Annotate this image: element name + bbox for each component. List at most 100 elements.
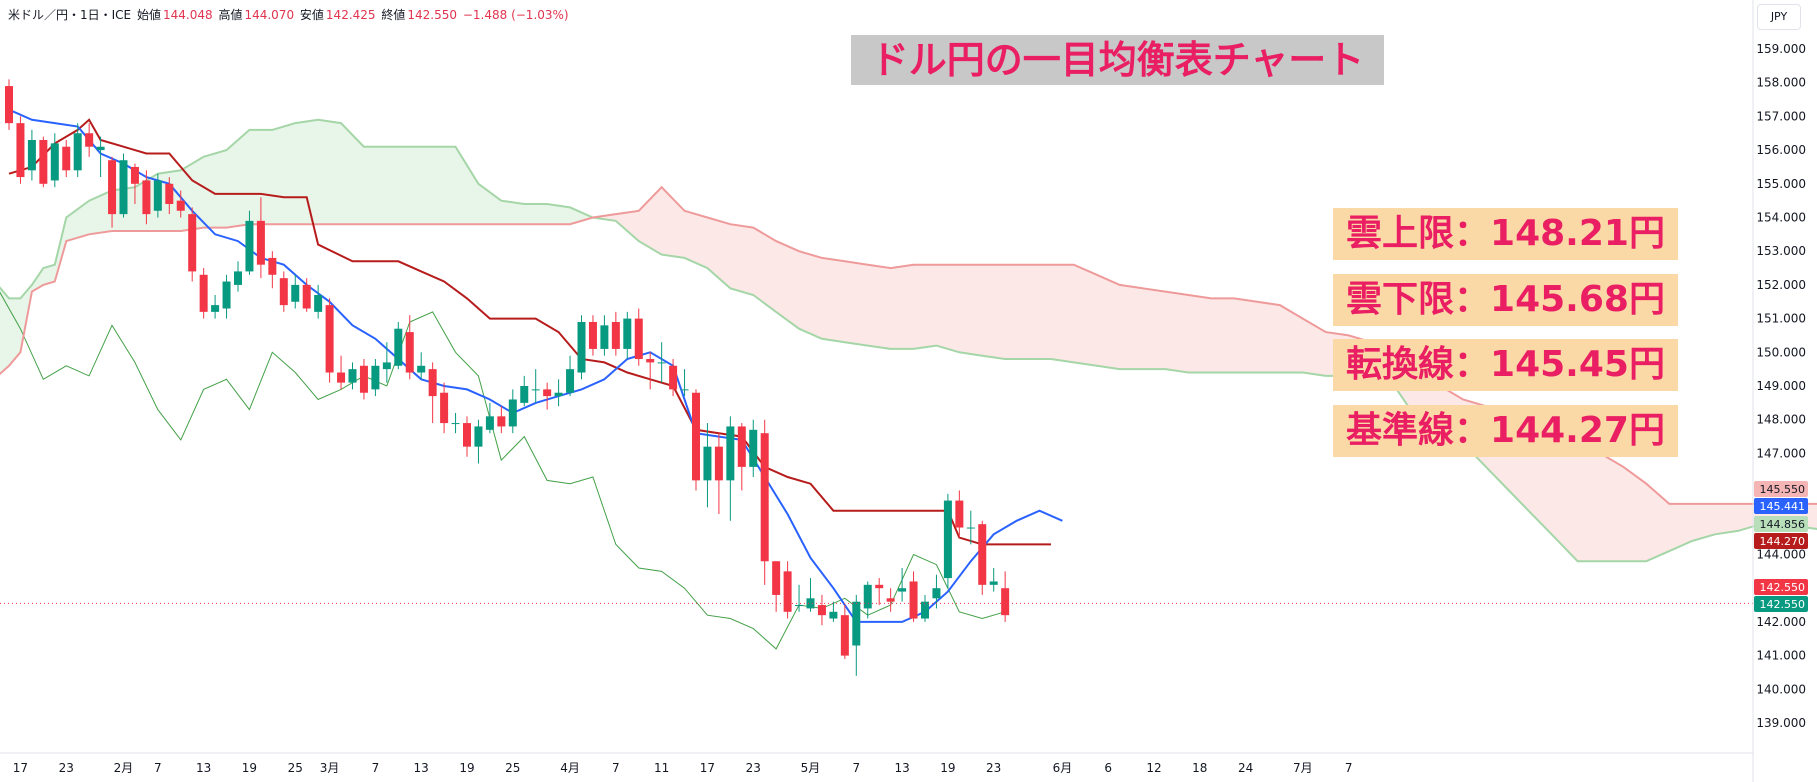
candle — [405, 315, 414, 380]
candle-body — [840, 615, 849, 656]
candle — [966, 510, 975, 545]
candle — [62, 139, 71, 178]
candle — [222, 274, 231, 319]
price-tick-label: 144.000 — [1756, 548, 1806, 562]
candle — [909, 571, 918, 622]
price-tick-label: 139.000 — [1756, 716, 1806, 730]
candle — [726, 416, 735, 521]
symbol-label[interactable]: 米ドル／円・1日・ICE — [8, 8, 132, 22]
time-tick-label: 23 — [746, 761, 761, 775]
cloud-segment — [592, 187, 1817, 562]
price-badge: 145.550 — [1754, 481, 1808, 497]
candle — [634, 308, 643, 366]
time-tick-label: 12 — [1146, 761, 1161, 775]
candle — [85, 123, 94, 157]
candle — [852, 594, 861, 676]
candle — [119, 153, 128, 218]
time-tick-label: 13 — [414, 761, 429, 775]
time-tick-label: 3月 — [320, 761, 340, 775]
price-tick-label: 140.000 — [1756, 682, 1806, 696]
time-tick-label: 18 — [1192, 761, 1207, 775]
price-badge: 142.550 — [1754, 596, 1808, 612]
time-tick-label: 7 — [372, 761, 380, 775]
price-badge-bg — [1754, 533, 1808, 549]
chikou-span-path — [0, 291, 1006, 650]
price-tick-label: 155.000 — [1756, 177, 1806, 191]
candle-body — [634, 318, 643, 360]
time-tick-label: 25 — [505, 761, 520, 775]
candle-body — [657, 362, 666, 364]
candle-body — [153, 180, 162, 211]
candle-body — [371, 365, 380, 390]
price-badge-bg — [1754, 498, 1808, 514]
candle — [463, 416, 471, 457]
candle — [566, 355, 575, 397]
candle-body — [440, 392, 449, 424]
candle — [256, 197, 265, 279]
candle-body — [783, 571, 792, 612]
candle-body — [943, 500, 952, 579]
price-badge: 144.270 — [1754, 533, 1808, 549]
candle-body — [382, 362, 391, 370]
candle — [485, 402, 494, 434]
candle-body — [680, 389, 689, 391]
candle-body — [417, 365, 426, 373]
candle-body — [737, 426, 746, 467]
close-label: 終値 — [381, 8, 406, 22]
candle-body — [222, 281, 231, 309]
time-tick-label: 4月 — [560, 761, 580, 775]
price-tick-label: 152.000 — [1756, 278, 1806, 292]
candle — [314, 284, 323, 319]
candle-body — [314, 295, 323, 312]
candle-body — [428, 369, 437, 397]
candle-body — [199, 274, 208, 312]
time-tick-label: 17 — [700, 761, 715, 775]
candle — [932, 574, 941, 609]
price-tick-label: 141.000 — [1756, 649, 1806, 663]
close-value: 142.550 — [407, 8, 458, 22]
candle — [508, 389, 517, 434]
price-badges: 145.550 145.441 144.856 144.270 142.550 142.5… — [1754, 481, 1808, 612]
time-tick-label: 7 — [852, 761, 860, 775]
candle — [772, 561, 781, 612]
price-axis[interactable]: 159.000 158.000 157.000 156.000 155.000 154.0… — [1752, 0, 1806, 782]
price-badge-label: 145.550 — [1760, 483, 1806, 496]
change-value: −1.488 (−1.03%) — [462, 8, 569, 22]
candle — [600, 315, 609, 356]
candle — [108, 156, 117, 228]
time-tick-label: 2月 — [114, 761, 134, 775]
price-tick-label: 158.000 — [1756, 76, 1806, 90]
candle — [130, 163, 139, 205]
candle — [142, 170, 151, 225]
time-tick-label: 17 — [13, 761, 28, 775]
time-tick-label: 23 — [59, 761, 74, 775]
candle-body — [669, 365, 678, 390]
low-value: 142.425 — [325, 8, 376, 22]
candle-body — [966, 527, 975, 529]
candle-body — [611, 321, 620, 349]
info-kijun: 基準線：144.27円 — [1333, 405, 1678, 457]
candle — [703, 423, 712, 508]
candle — [989, 567, 998, 592]
currency-button[interactable]: JPY — [1757, 4, 1801, 30]
candle-body — [852, 601, 861, 646]
candle-body — [703, 446, 712, 481]
price-badge-label: 144.856 — [1760, 518, 1806, 531]
time-axis[interactable]: 17 23 2月 7 13 19 25 3月 7 13 19 25 4月 7 11 17 23 5月 7 13 19 23… — [0, 752, 1753, 775]
candle-body — [886, 598, 895, 602]
candle — [646, 352, 655, 390]
candle — [417, 352, 426, 380]
candle — [806, 578, 815, 612]
price-tick-label: 142.000 — [1756, 615, 1806, 629]
candle-body — [50, 143, 59, 181]
candle — [669, 359, 678, 397]
candle-body — [932, 588, 941, 599]
candle-body — [898, 588, 907, 592]
candle — [692, 389, 700, 491]
candle — [520, 375, 529, 407]
candle — [886, 588, 895, 612]
price-badge-label: 142.550 — [1760, 598, 1806, 611]
candle-body — [337, 372, 346, 383]
price-tick-label: 157.000 — [1756, 109, 1806, 123]
